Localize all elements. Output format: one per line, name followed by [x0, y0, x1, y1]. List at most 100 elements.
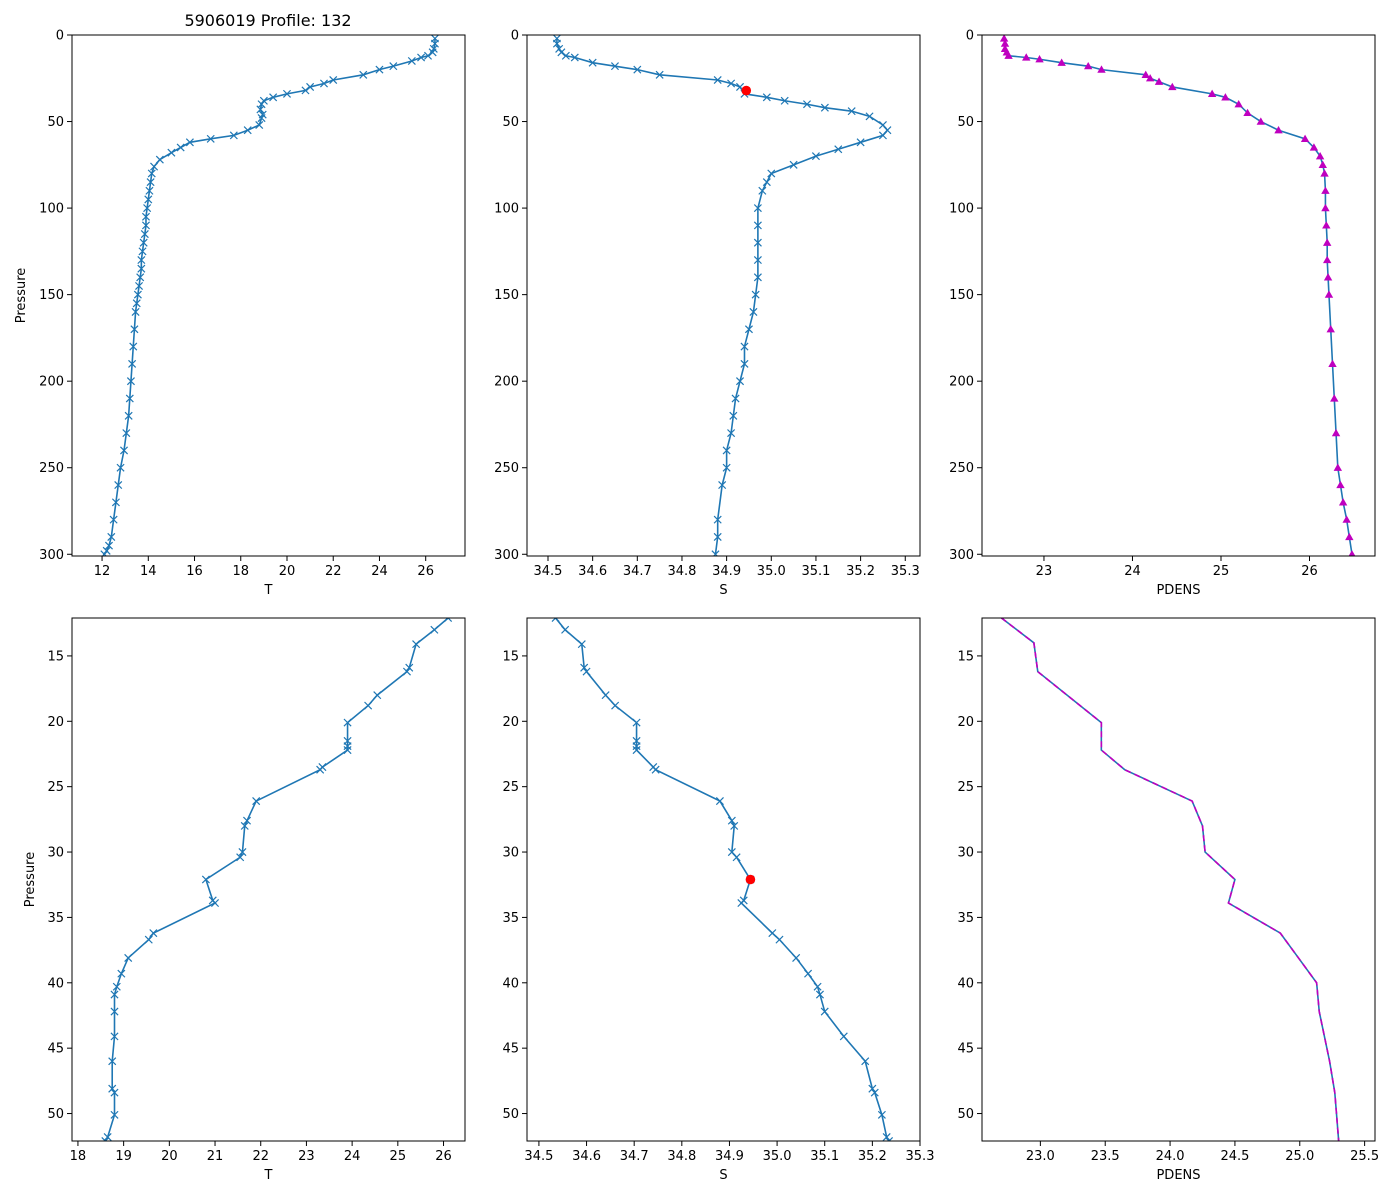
- y-tick-label: 45: [957, 1042, 974, 1057]
- data-point: [238, 848, 247, 857]
- data-point: [1345, 532, 1354, 541]
- data-point: [847, 107, 856, 116]
- data-point: [882, 1133, 891, 1141]
- data-point: [555, 44, 564, 53]
- x-tick-label: 34.6: [572, 1149, 601, 1164]
- data-point: [751, 290, 760, 299]
- x-tick-label: 34.7: [623, 564, 652, 579]
- y-tick-label: 250: [39, 461, 64, 476]
- data-point: [1323, 238, 1332, 246]
- plot-frame: [71, 34, 466, 557]
- figure-title: 5906019 Profile: 132: [184, 11, 351, 30]
- data-point: [727, 429, 736, 438]
- x-axis-label: T: [264, 1168, 273, 1183]
- x-tick-label: 34.6: [578, 564, 607, 579]
- data-point: [201, 875, 210, 884]
- x-tick-label: 16: [186, 564, 203, 579]
- data-point: [856, 138, 865, 147]
- data-point: [561, 51, 570, 60]
- y-tick-label: 50: [502, 1107, 519, 1122]
- data-point: [1084, 61, 1093, 70]
- series-top-salinity: [552, 35, 892, 556]
- data-point: [206, 134, 215, 143]
- y-tick-label: 150: [39, 288, 64, 303]
- y-tick-label: 0: [56, 29, 64, 44]
- y-tick-label: 15: [47, 649, 64, 664]
- y-tick-label: 30: [47, 846, 64, 861]
- data-point: [229, 131, 238, 140]
- data-point: [126, 377, 135, 386]
- data-point: [306, 82, 315, 91]
- data-point: [109, 515, 118, 524]
- x-tick-label: 35.1: [810, 1149, 839, 1164]
- data-point: [343, 746, 352, 755]
- data-point: [865, 112, 874, 121]
- data-point: [135, 281, 144, 291]
- data-point: [1348, 550, 1356, 556]
- data-point: [1333, 463, 1343, 471]
- data-point: [185, 138, 194, 147]
- data-point: [804, 969, 813, 978]
- x-tick-label: 23.0: [1026, 1149, 1055, 1164]
- data-point: [1318, 160, 1327, 168]
- data-point: [740, 359, 749, 368]
- y-tick-label: 250: [949, 461, 974, 476]
- data-point: [811, 152, 820, 161]
- plot-frame: [526, 617, 921, 1142]
- data-point: [147, 169, 156, 178]
- data-point: [108, 1057, 117, 1066]
- plot-area: [527, 35, 920, 556]
- series-top-density: [999, 35, 1356, 556]
- y-tick-label: 250: [494, 461, 519, 476]
- data-point: [722, 463, 731, 472]
- y-tick-label: 50: [47, 115, 64, 130]
- data-point: [243, 126, 252, 135]
- x-tick-label: 34.9: [712, 564, 741, 579]
- x-tick-label: 22: [325, 564, 342, 579]
- data-point: [758, 186, 767, 195]
- series-line-dashed: [1000, 618, 1340, 1141]
- data-point: [1322, 221, 1331, 229]
- x-axis-label: S: [719, 1168, 727, 1183]
- data-point: [715, 797, 724, 806]
- series-line: [556, 38, 889, 555]
- data-point: [101, 1136, 110, 1141]
- data-point: [633, 65, 642, 74]
- data-point: [1274, 125, 1283, 134]
- data-point: [141, 212, 151, 221]
- data-point: [753, 238, 762, 247]
- data-point: [417, 53, 426, 62]
- x-axis-label: S: [719, 583, 727, 598]
- x-tick-label: 24: [371, 564, 388, 579]
- x-tick-label: 35.2: [846, 564, 875, 579]
- y-tick-label: 25: [47, 780, 64, 795]
- x-tick-label: 26: [417, 564, 434, 579]
- data-point: [1321, 203, 1330, 212]
- x-tick-label: 23: [298, 1149, 315, 1164]
- data-point: [610, 62, 620, 71]
- series-bottom-density: [1000, 618, 1340, 1141]
- x-tick-label: 25.5: [1350, 1149, 1379, 1164]
- data-point: [1331, 428, 1341, 437]
- data-point: [1000, 39, 1010, 47]
- data-point: [868, 1084, 877, 1093]
- data-point: [140, 230, 149, 239]
- data-point: [256, 105, 265, 114]
- data-point: [861, 1057, 870, 1066]
- data-point: [582, 667, 591, 676]
- data-point: [820, 1007, 829, 1016]
- data-point: [570, 53, 579, 62]
- data-point: [110, 1032, 119, 1041]
- data-point: [364, 701, 373, 710]
- plot-area: [72, 35, 465, 556]
- data-point: [141, 221, 151, 230]
- data-point: [588, 58, 597, 67]
- data-point: [1336, 480, 1345, 489]
- data-point: [316, 765, 325, 774]
- data-point: [114, 481, 123, 490]
- data-point: [343, 742, 352, 751]
- chart-bottom-salinity: 34.5 34.6 34.7 34.8 34.9 35.0 35.1 35.2 35.3 15 20…: [502, 617, 934, 1183]
- data-point: [428, 48, 437, 57]
- y-tick-label: 25: [957, 780, 974, 795]
